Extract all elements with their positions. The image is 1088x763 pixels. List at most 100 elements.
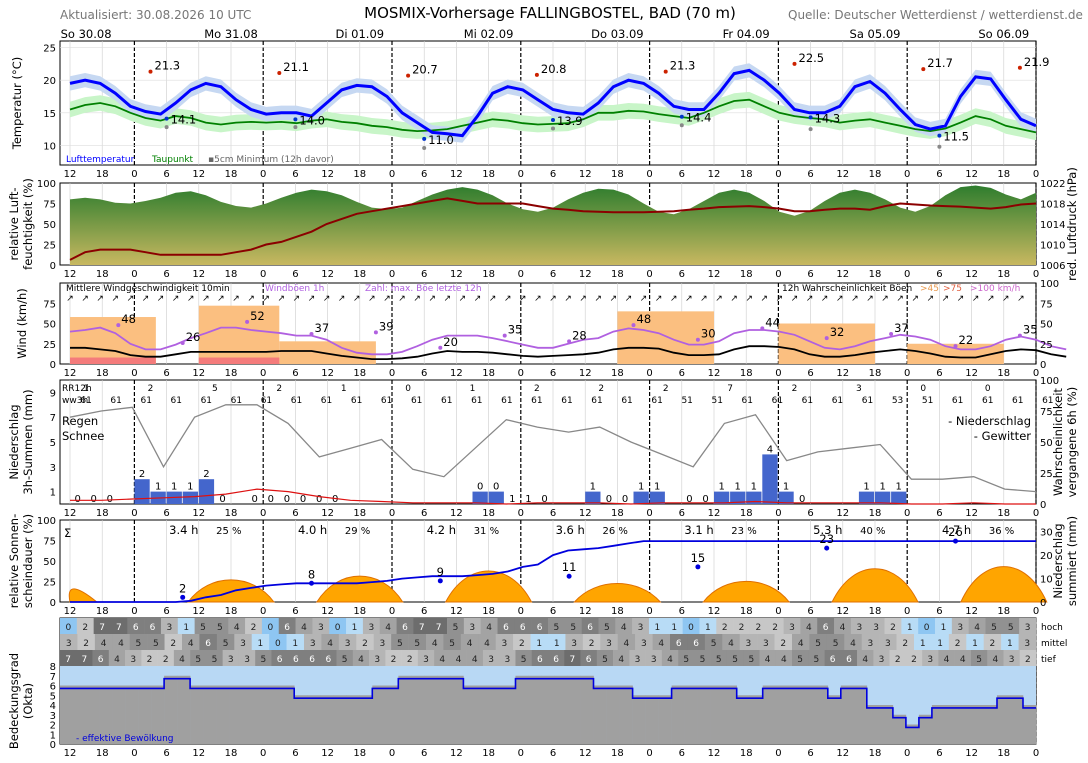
gust-max-label: 35 (508, 323, 523, 337)
cloud-cell-value: 5 (991, 623, 997, 633)
hour-tick-label: 18 (96, 606, 109, 617)
precip-bar-label: 0 (219, 494, 225, 505)
cloud-cell (362, 618, 381, 634)
hour-tick-label: 0 (646, 368, 652, 379)
precip-ytick-label: 1 (50, 488, 56, 499)
hour-tick-label: 18 (225, 269, 238, 280)
precip-bar (730, 491, 746, 504)
ww3h-value: 61 (832, 396, 843, 406)
cloud-cell (356, 634, 375, 650)
cloud-cell-value: 4 (667, 655, 673, 665)
gust-max-label: 35 (1023, 323, 1038, 337)
cloud-cell-value: 3 (310, 639, 316, 649)
precip-bar-label: 0 (493, 482, 499, 493)
cloud-cell (182, 634, 200, 650)
gust-max-caption: Zahl: max. Böe letzte 12h (365, 284, 482, 294)
cloud-cell-value: 6 (823, 623, 829, 633)
cum-precip-point (695, 564, 701, 570)
pressure-ytick-label: 1022 (1040, 179, 1065, 190)
cloud-cell (857, 650, 874, 666)
gust-max-label: 32 (830, 325, 845, 339)
cloud-effective-bar (515, 675, 529, 744)
precip-bar-label: 0 (686, 494, 692, 505)
cloud-cell (352, 650, 370, 666)
day-label: Fr 04.09 (723, 27, 770, 41)
hour-tick-label: 12 (64, 606, 77, 617)
cloud-cell-value: 3 (789, 623, 795, 633)
cloud-cell (304, 634, 322, 650)
cloud-ytick-label: 1 (50, 730, 56, 741)
hour-tick-label: 12 (836, 508, 849, 519)
cloud-cell-value: 3 (873, 623, 879, 633)
cloud-effective-bar (983, 705, 998, 744)
cloud-cell-value: 4 (658, 639, 664, 649)
cloud-cell-value: 4 (358, 655, 364, 665)
cloud-cell-value: 3 (502, 639, 508, 649)
legend-dewpoint: Taupunkt (151, 155, 194, 165)
cloud-cell (141, 650, 158, 666)
cloud-cell (564, 650, 581, 666)
temp-min-label: 14.1 (171, 113, 197, 127)
cloud-cell-value: 7 (82, 655, 88, 665)
cloud-cell-value: 6 (205, 639, 211, 649)
ww3h-value: 61 (561, 396, 572, 406)
cloud-cell (951, 618, 969, 634)
cloud-cell-value: 6 (537, 655, 543, 665)
hour-tick-label: 0 (775, 748, 781, 759)
hour-tick-label: 12 (836, 368, 849, 379)
precip-bar (182, 491, 198, 504)
wind-direction-arrow: ↗ (504, 294, 512, 304)
cloud-effective-bar (918, 714, 933, 744)
hour-tick-label: 6 (936, 606, 942, 617)
gust-max-point (373, 330, 378, 335)
cloud-cell (757, 634, 775, 650)
cloud-cell (434, 650, 451, 666)
prob-ylabel: Wahrscheinlichkeit (1051, 388, 1065, 496)
hour-tick-label: 12 (708, 368, 721, 379)
wind-direction-arrow: ↗ (187, 294, 195, 304)
cloud-cell-value: 5 (700, 655, 706, 665)
cloud-cell-value: 6 (587, 623, 593, 633)
cloud-cell (739, 634, 758, 650)
cloud-effective-bar (892, 714, 907, 744)
cloud-cell (914, 634, 932, 650)
cloud-cell (531, 618, 549, 634)
wind-direction-arrow: ↗ (308, 294, 316, 304)
hour-tick-label: 6 (807, 169, 813, 180)
precip-bar-label: 0 (799, 494, 805, 505)
daily-sun-hours: 3.6 h (556, 523, 585, 537)
ww3h-value: 61 (1042, 396, 1053, 406)
cloud-ytick-label: 4 (50, 701, 56, 712)
hour-tick-label: 0 (1033, 269, 1039, 280)
precip-bar (778, 491, 794, 504)
cloud-cell (206, 650, 223, 666)
cloud-effective-bar (125, 685, 139, 744)
cum-ylabel: Niederschlag (1051, 523, 1065, 598)
cloud-cell (948, 634, 967, 650)
hour-tick-label: 12 (708, 606, 721, 617)
hour-tick-label: 18 (869, 508, 882, 519)
daily-sun-pct: 23 % (731, 526, 756, 537)
gust-probability-block (198, 305, 280, 364)
wind-direction-arrow: ↗ (172, 294, 180, 304)
cloud-cell (426, 634, 444, 650)
temp-max-point (277, 70, 282, 75)
cloud-cell-value: 2 (391, 655, 397, 665)
cloud-cell-value: 5 (833, 639, 839, 649)
cloud-cell (879, 634, 897, 650)
cloud-cell-value: 3 (374, 655, 380, 665)
precip-bar (585, 491, 601, 504)
hour-tick-label: 12 (579, 606, 592, 617)
sun-ylabel-2: scheindauer (%) (21, 514, 35, 608)
wind-direction-arrow: ↗ (549, 294, 557, 304)
rr12h-value: 2 (534, 384, 540, 394)
wind-direction-arrow: ↗ (293, 294, 301, 304)
cloud-cell (530, 634, 549, 650)
cloud-cell-value: 6 (98, 655, 104, 665)
temp-min-point (937, 133, 942, 138)
cloud-cell (896, 634, 915, 650)
precip-bar-label: 0 (91, 494, 97, 505)
wind-direction-arrow: ↗ (836, 294, 844, 304)
cloud-cell (682, 618, 700, 634)
wind-direction-arrow: ↗ (534, 294, 542, 304)
